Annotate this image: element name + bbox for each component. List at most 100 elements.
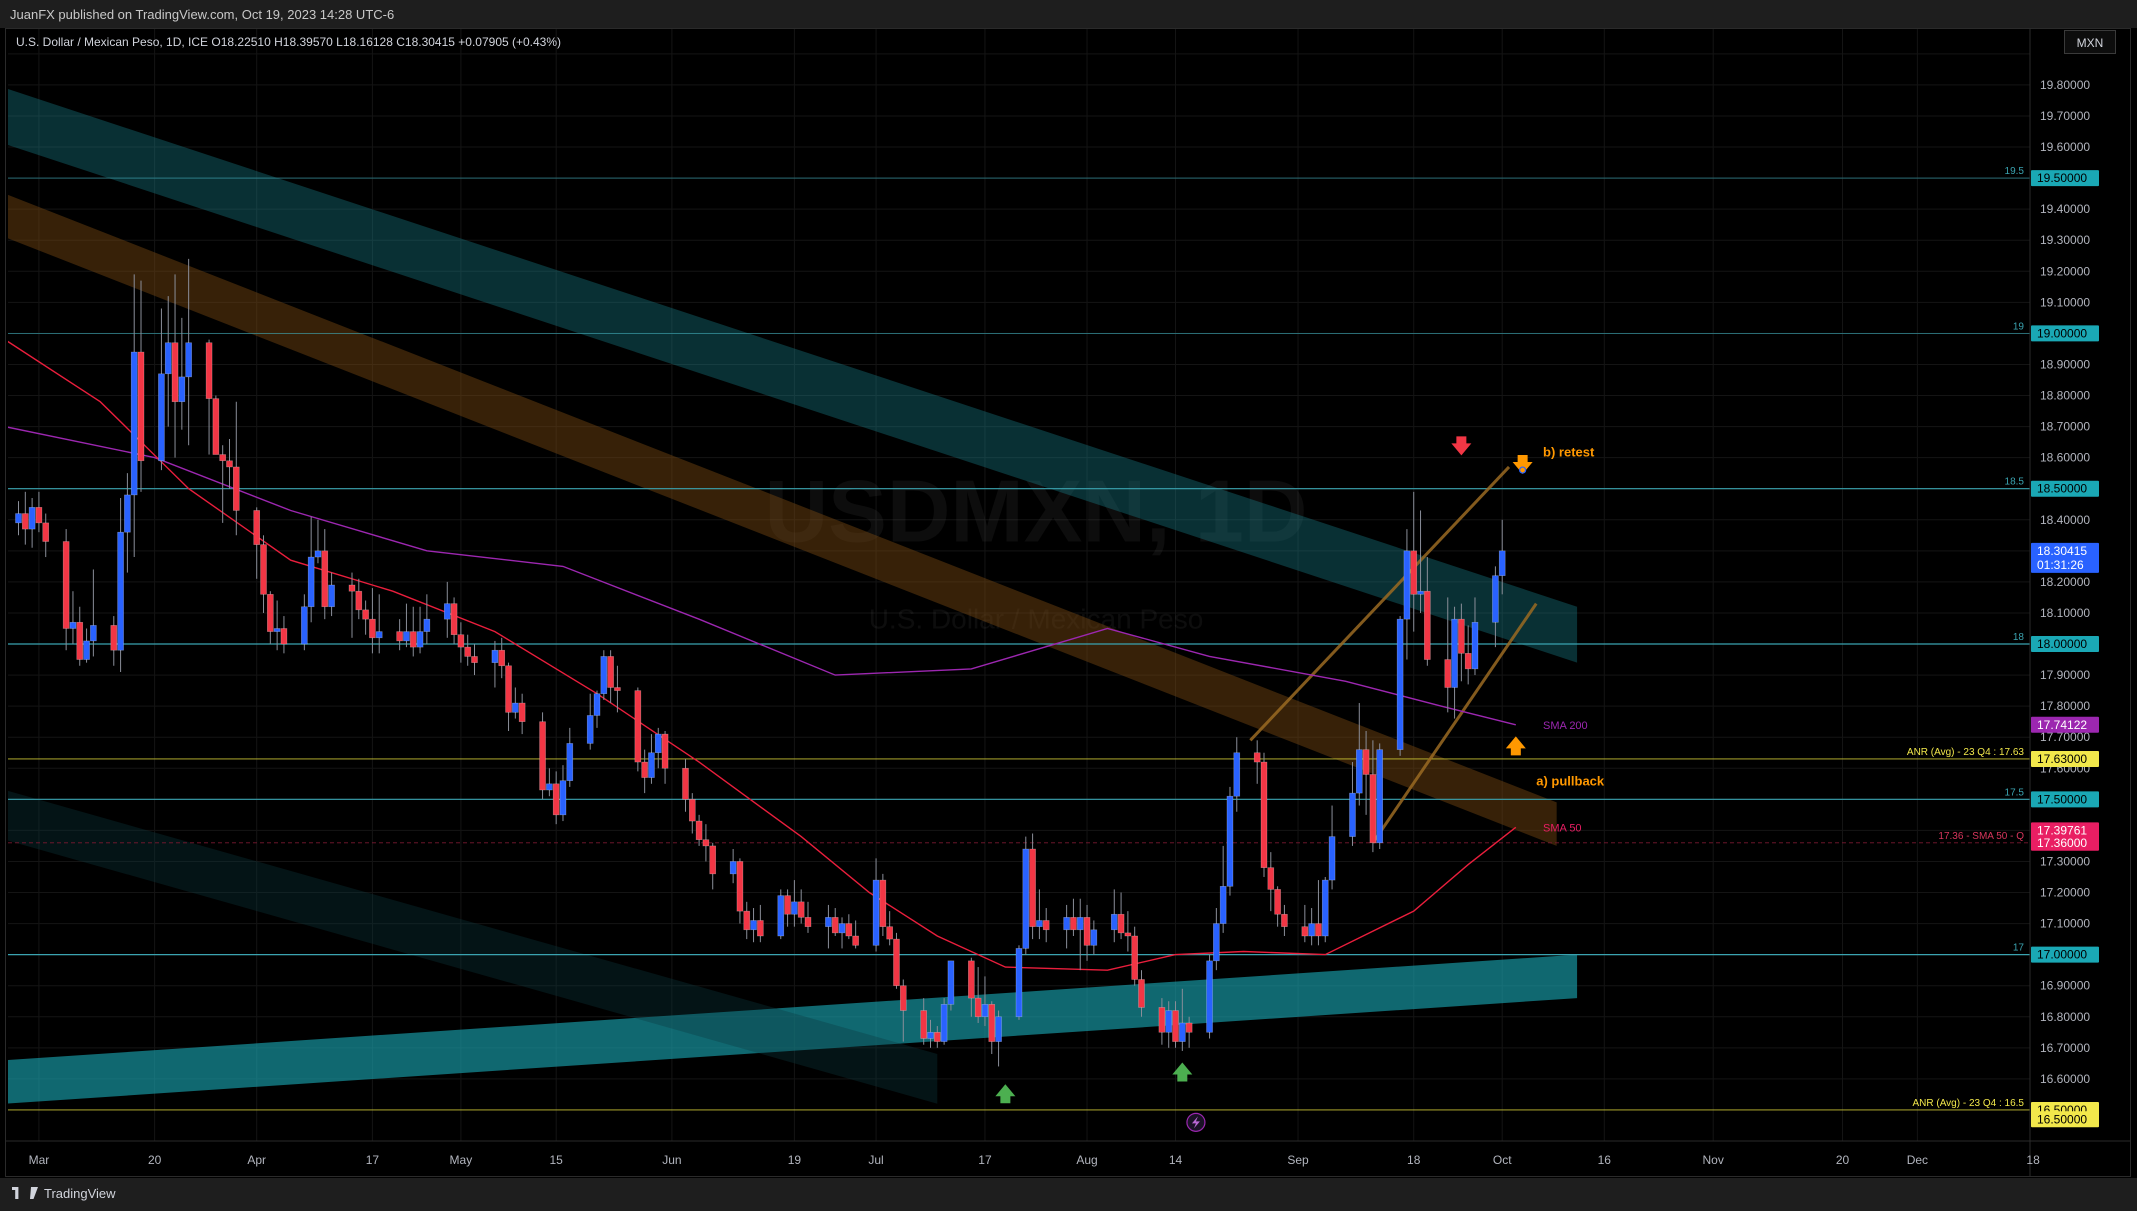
time-tick-label: Jun [662, 1153, 681, 1167]
price-tag-countdown: 01:31:26 [2037, 558, 2084, 572]
price-tick-label: 19.70000 [2040, 109, 2090, 123]
price-tag-value: 17.63000 [2037, 752, 2087, 766]
candle-up [28, 498, 36, 548]
currency-selector[interactable]: MXN [2064, 30, 2116, 54]
candle-body [614, 687, 621, 691]
candle-body [232, 466, 240, 511]
candle-body [893, 938, 900, 986]
candle-up [648, 734, 655, 784]
retest-label: b) retest [1543, 444, 1595, 459]
candle-down [35, 491, 43, 533]
price-tag-value: 17.36000 [2037, 836, 2087, 850]
price-chart[interactable]: USDMXN, 1D U.S. Dollar / Mexican Peso 19.5… [6, 29, 2130, 1176]
candle-body [831, 917, 839, 934]
lower-ascending-channel [8, 954, 1578, 1104]
level-label: 17.5 [2005, 787, 2025, 798]
candle-down [614, 665, 621, 713]
candle-body [62, 541, 70, 629]
candle-up [1179, 988, 1186, 1051]
candle-up [1206, 954, 1213, 1039]
chart-frame[interactable]: USDMXN, 1D U.S. Dollar / Mexican Peso 19.5… [5, 28, 2131, 1177]
candle-up [512, 687, 519, 719]
candle-body [471, 656, 478, 663]
candle-body [1226, 795, 1234, 887]
time-tick-label: Mar [29, 1153, 50, 1167]
candle-down [518, 693, 526, 735]
candle-body [559, 780, 567, 816]
price-tag-value: 19.00000 [2037, 326, 2087, 340]
candle-body [1158, 1007, 1166, 1033]
time-tick-label: May [450, 1153, 473, 1167]
candle-up [1376, 743, 1383, 850]
price-tag-value: 17.50000 [2037, 792, 2087, 806]
candle-body [35, 507, 43, 524]
candle-body [1117, 913, 1125, 934]
time-tick-label: 20 [148, 1153, 162, 1167]
candle-up [981, 976, 989, 1027]
candle-up [593, 690, 601, 728]
price-tick-label: 18.10000 [2040, 606, 2090, 620]
plot-area: USDMXN, 1D U.S. Dollar / Mexican Peso 19.5… [8, 29, 2030, 1141]
candle-body [539, 721, 546, 791]
candle-body [1403, 550, 1411, 620]
lightning-glyph-icon [1191, 1116, 1200, 1129]
time-tick-label: Apr [247, 1153, 266, 1167]
candle-body [974, 997, 982, 1018]
price-tag-bg [2031, 170, 2099, 187]
candle-up [83, 628, 90, 663]
candle-body [1349, 792, 1356, 837]
candle-body [927, 1031, 934, 1039]
candle-body [886, 926, 893, 940]
candle-down [852, 920, 859, 949]
candle-down [784, 889, 791, 927]
candle-body [1308, 923, 1315, 937]
candle-down [893, 932, 900, 989]
price-tag: 17.36000 [2031, 834, 2099, 851]
candle-down [498, 637, 506, 679]
candle-down [450, 597, 458, 645]
candle-up [1498, 519, 1506, 595]
price-tag-bg [2031, 1111, 2099, 1128]
time-tick-label: Nov [1703, 1153, 1724, 1167]
candle-up [1015, 945, 1023, 1020]
candle-body [1260, 761, 1268, 868]
candle-body [1206, 960, 1213, 1033]
candle-body [940, 1004, 948, 1042]
candle-up [1036, 889, 1043, 940]
price-tick-label: 16.70000 [2040, 1041, 2090, 1055]
candle-body [321, 550, 329, 608]
candle-up [1090, 920, 1098, 955]
candle-down [321, 529, 329, 620]
candle-body [1253, 752, 1261, 763]
candle-up [559, 765, 567, 822]
price-tick-label: 18.60000 [2040, 451, 2090, 465]
price-tag-bg [2031, 791, 2099, 808]
candle-body [1464, 653, 1472, 670]
candle-down [137, 280, 145, 492]
candle-up [301, 594, 308, 651]
tradingview-logo[interactable]: TradingView [12, 1186, 116, 1201]
price-tag: 17.39761 [2031, 822, 2099, 839]
candle-down [1158, 998, 1166, 1045]
price-tag-bg [2031, 946, 2099, 963]
candle-body [1444, 659, 1452, 688]
price-tag-value: 19.50000 [2037, 171, 2087, 185]
candle-up [273, 600, 281, 651]
lower-descending-band [8, 790, 938, 1104]
candle-body [409, 631, 417, 648]
candle-body [1301, 926, 1309, 937]
candle-body [69, 621, 77, 629]
candle-body [1369, 774, 1377, 844]
price-tag-value: 17.74122 [2037, 718, 2087, 732]
candle-up [566, 727, 574, 787]
candle-up [314, 519, 322, 564]
candle-up [1451, 606, 1458, 719]
candle-down [695, 814, 703, 846]
candle-body [1124, 932, 1132, 937]
candle-body [1165, 1010, 1173, 1033]
price-tag-bg [2031, 716, 2099, 733]
candle-body [491, 649, 499, 663]
price-tag-bg [2031, 325, 2099, 342]
candle-up [927, 1019, 934, 1048]
candle-down [1070, 898, 1077, 936]
